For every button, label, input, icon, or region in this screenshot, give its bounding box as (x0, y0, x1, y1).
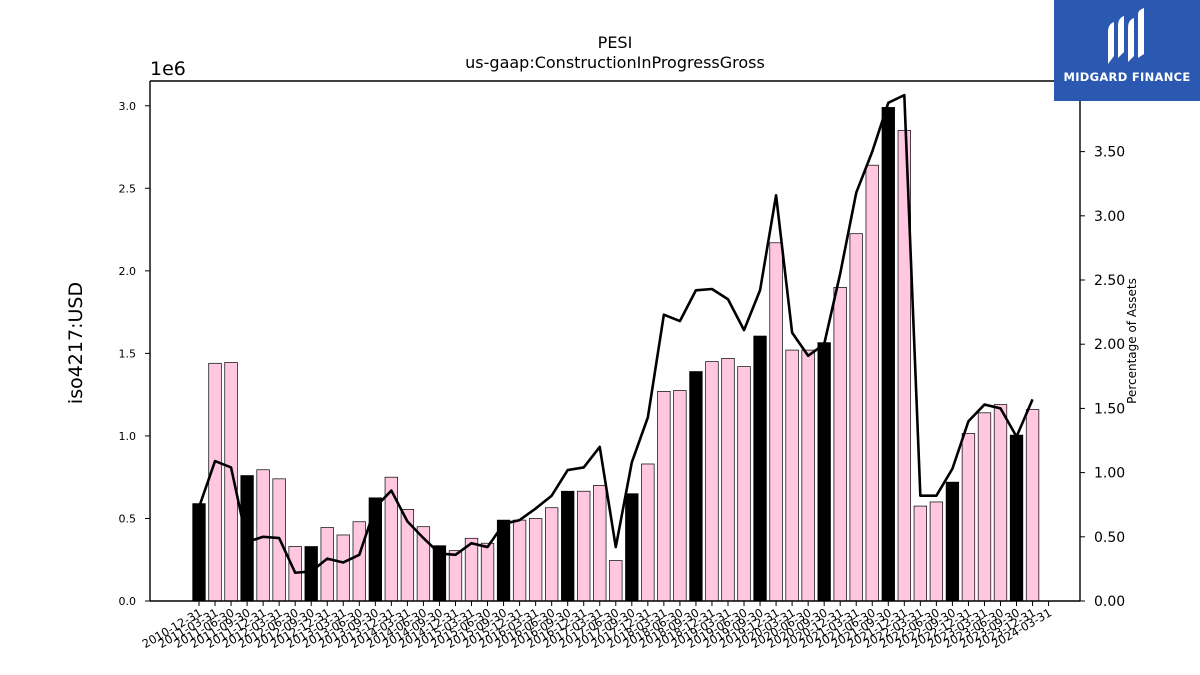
bar-quarterly (705, 361, 719, 602)
y-axis-label: iso4217:USD (65, 282, 87, 404)
y2-axis-label: Percentage of Assets (1125, 278, 1139, 404)
bar-quarterly (448, 550, 463, 602)
y2-tick-label: 2.00 (1094, 337, 1125, 353)
bar-annual (368, 497, 382, 602)
bar-quarterly (1025, 409, 1040, 602)
y-tick-label: 2.0 (119, 265, 137, 278)
bar-quarterly (977, 412, 992, 602)
bar-annual (304, 546, 318, 602)
bar-quarterly (785, 349, 799, 602)
y-tick-label: 0.5 (119, 512, 137, 525)
bar-quarterly (528, 518, 543, 602)
y2-tick-label: 3.50 (1094, 145, 1125, 161)
y-tick-label: 1.0 (119, 430, 137, 443)
bar-quarterly (961, 433, 976, 602)
y-tick-label: 3.0 (119, 100, 137, 113)
bar-quarterly (849, 233, 863, 602)
bar-annual (561, 490, 575, 602)
bar-quarterly (208, 362, 222, 602)
bar-annual (625, 493, 639, 602)
bar-quarterly (993, 404, 1008, 602)
bar-quarterly (593, 485, 607, 602)
bar-annual (817, 342, 831, 602)
bar-quarterly (609, 560, 623, 602)
bar-quarterly (480, 542, 495, 602)
y-tick-label: 2.5 (119, 182, 137, 195)
bar-quarterly (336, 534, 350, 602)
bar-quarterly (833, 287, 847, 602)
bars-layer (192, 107, 1040, 602)
bar-quarterly (721, 357, 735, 602)
y-tick-label: 0.0 (119, 595, 137, 608)
bar-quarterly (769, 242, 783, 602)
bar-annual (689, 371, 703, 602)
bar-quarterly (577, 490, 591, 602)
bar-quarterly (737, 366, 751, 602)
bar-quarterly (657, 391, 671, 602)
y2-tick-label: 0.50 (1094, 530, 1125, 546)
bar-quarterly (913, 505, 927, 602)
y2-tick-label: 1.50 (1094, 401, 1125, 417)
bar-quarterly (545, 507, 559, 602)
y2-tick-label: 1.00 (1094, 466, 1125, 482)
bar-quarterly (801, 349, 815, 602)
bar-annual (881, 107, 895, 602)
y2-tick-label: 2.50 (1094, 273, 1125, 289)
percentage-line (197, 93, 1034, 575)
midgard-logo-icon (1108, 8, 1144, 64)
chart-subtitle: us-gaap:ConstructionInProgressGross (465, 53, 765, 72)
bar-quarterly (320, 527, 334, 602)
y-tick-label: 1.5 (119, 347, 137, 360)
bar-quarterly (641, 463, 655, 602)
bar-annual (945, 481, 960, 602)
bar-quarterly (352, 521, 366, 602)
bar-annual (753, 335, 767, 602)
bar-quarterly (673, 390, 687, 602)
line-layer (197, 93, 1034, 575)
bar-quarterly (929, 501, 944, 602)
y-offset-label: 1e6 (150, 58, 186, 80)
bar-quarterly (865, 164, 879, 602)
bar-annual (1009, 434, 1024, 602)
bar-annual (192, 503, 206, 602)
bar-quarterly (224, 362, 238, 602)
y2-tick-label: 3.00 (1094, 209, 1125, 225)
axes-layer: 0.0 0.5 1.0 1.5 2.0 2.5 3.0 0.00 0.50 1.00 1.50 2.0… (119, 80, 1125, 651)
logo-text: MIDGARD FINANCE (1063, 70, 1191, 84)
y2-tick-label: 0.00 (1094, 594, 1125, 610)
brand-logo: MIDGARD FINANCE (1054, 0, 1200, 101)
bar-quarterly (512, 519, 527, 602)
chart-title: PESI (598, 33, 633, 52)
bar-quarterly (256, 469, 270, 602)
